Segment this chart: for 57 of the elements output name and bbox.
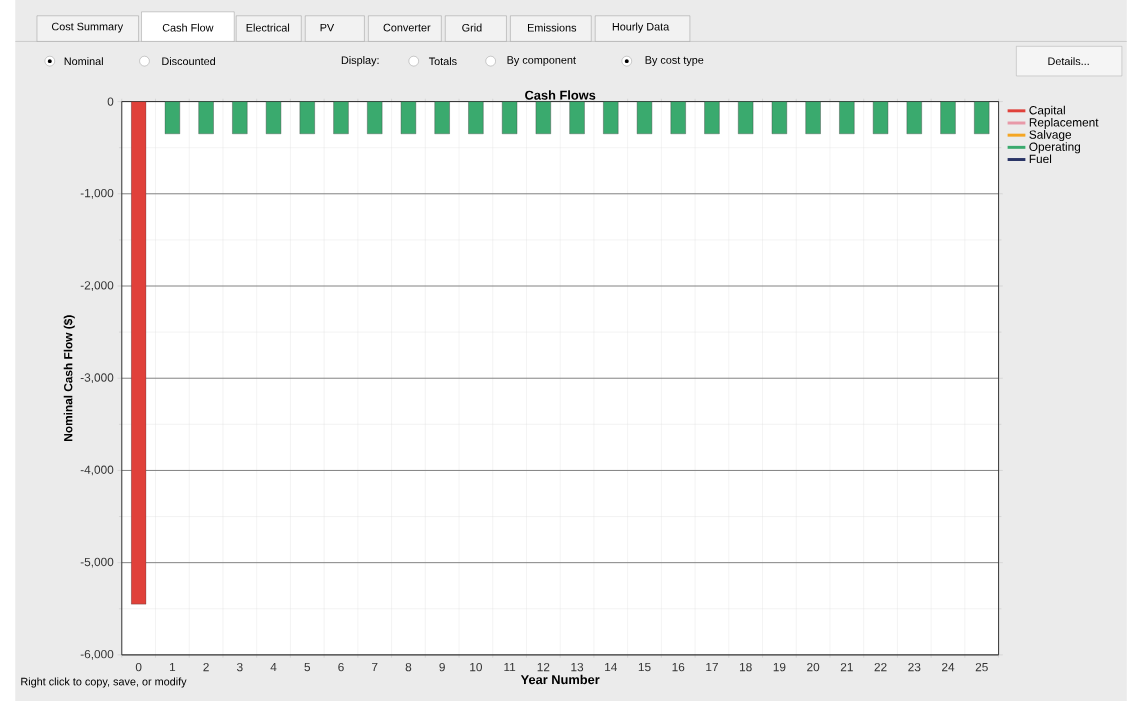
- x-axis-title: Year Number: [520, 674, 600, 685]
- x-tick-label: 11: [504, 662, 516, 671]
- x-tick-label: 9: [439, 662, 445, 672]
- text: Cost Summary: [51, 22, 124, 33]
- text: By cost type: [645, 56, 704, 66]
- y-tick-label: -2,000: [80, 281, 114, 291]
- x-tick-label: 10: [470, 662, 483, 672]
- text: Details...: [1048, 57, 1089, 66]
- text: Nominal: [64, 57, 103, 66]
- x-tick-label: 13: [571, 662, 584, 672]
- legend-label: Fuel: [1029, 154, 1052, 163]
- x-tick-label: 21: [840, 662, 853, 672]
- x-tick-label: 12: [537, 662, 550, 672]
- legend-label: Capital: [1029, 105, 1065, 117]
- x-tick-label: 4: [270, 662, 277, 671]
- y-tick-label: -1,000: [80, 188, 114, 199]
- x-tick-label: 3: [236, 662, 243, 672]
- y-tick-label: -3,000: [80, 373, 114, 384]
- text: Grid: [462, 23, 482, 32]
- legend-label: Salvage: [1029, 129, 1072, 141]
- y-tick-label: -6,000: [80, 649, 114, 660]
- x-tick-label: 18: [739, 662, 752, 672]
- text: Cash Flow: [162, 23, 214, 32]
- y-axis-title: Nominal Cash Flow ($): [63, 315, 75, 441]
- text: Emissions: [527, 23, 577, 32]
- chart-title: Cash Flows: [525, 90, 596, 100]
- y-tick-label: -4,000: [80, 465, 114, 476]
- x-tick-label: 6: [338, 662, 344, 672]
- x-tick-label: 24: [942, 662, 955, 672]
- y-tick-label: -5,000: [80, 557, 114, 568]
- x-tick-label: 17: [706, 662, 718, 671]
- x-tick-label: 16: [672, 662, 685, 672]
- x-tick-label: 0: [135, 662, 142, 672]
- x-tick-label: 22: [874, 662, 887, 672]
- text: By component: [507, 56, 576, 66]
- x-tick-label: 2: [203, 662, 209, 672]
- text: Display:: [341, 55, 379, 67]
- legend-label: Replacement: [1029, 117, 1099, 129]
- x-tick-label: 15: [638, 662, 651, 672]
- text: Converter: [383, 23, 431, 32]
- text: Hourly Data: [612, 22, 670, 33]
- y-tick-label: 0: [107, 97, 114, 106]
- x-tick-label: 23: [908, 662, 921, 672]
- x-tick-label: 1: [169, 662, 176, 671]
- text: Totals: [428, 57, 457, 66]
- text: PV: [320, 23, 335, 32]
- legend-label: Operating: [1029, 142, 1081, 154]
- x-tick-label: 8: [405, 662, 412, 672]
- text: Right click to copy, save, or modify: [21, 677, 187, 688]
- x-tick-label: 25: [975, 662, 988, 672]
- text: Electrical: [246, 23, 290, 32]
- text: Discounted: [162, 57, 216, 66]
- x-tick-label: 20: [807, 662, 820, 672]
- x-tick-label: 14: [605, 662, 618, 671]
- x-tick-label: 19: [773, 662, 786, 672]
- x-tick-label: 5: [304, 662, 311, 672]
- x-tick-label: 7: [372, 662, 378, 671]
